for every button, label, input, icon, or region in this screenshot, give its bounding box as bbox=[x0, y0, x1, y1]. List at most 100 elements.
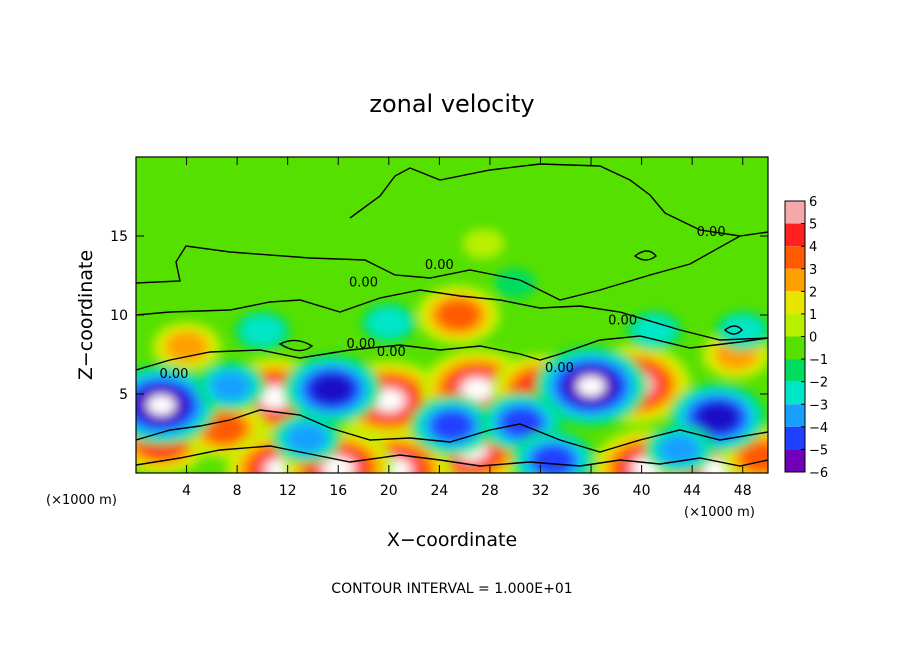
contour-loop-1 bbox=[278, 339, 314, 352]
maximum-cell bbox=[462, 228, 505, 259]
x-unit-right: (×1000 m) bbox=[684, 505, 755, 520]
contour-labels: 0.000.000.000.000.000.000.000.00 bbox=[159, 225, 725, 382]
contour-loop-2 bbox=[633, 250, 657, 261]
contour-band-a bbox=[136, 409, 768, 453]
x-tick-label: 12 bbox=[279, 483, 297, 499]
x-axis-label: X−coordinate bbox=[387, 529, 517, 551]
colorbar-label: 1 bbox=[809, 308, 817, 323]
contour-label: 0.00 bbox=[159, 367, 188, 382]
field-ring bbox=[494, 268, 537, 299]
colorbar-label: 0 bbox=[809, 331, 817, 346]
colorbar-label: 4 bbox=[809, 240, 817, 255]
chart-title: zonal velocity bbox=[369, 90, 534, 118]
minimum-cell bbox=[282, 354, 381, 425]
x-unit-left: (×1000 m) bbox=[46, 493, 117, 508]
colorbar-label: −4 bbox=[809, 421, 828, 436]
contour-lower bbox=[136, 335, 768, 371]
y-axis-label: Z−coordinate bbox=[75, 250, 97, 380]
x-tick-label: 48 bbox=[734, 483, 752, 499]
contour-label: 0.00 bbox=[545, 361, 574, 376]
field-ring bbox=[209, 371, 252, 402]
velocity-field bbox=[136, 157, 768, 473]
field-ring bbox=[437, 300, 480, 330]
field-core bbox=[374, 390, 403, 411]
x-tick-label: 32 bbox=[532, 483, 550, 499]
colorbar-label: −3 bbox=[809, 398, 828, 413]
contour-mid bbox=[136, 289, 768, 341]
colorbar-label: −6 bbox=[809, 466, 828, 481]
x-axis-ticks: 4 8 12 16 20 24 28 32 36 40 44 48 bbox=[182, 157, 752, 499]
minimum-cell bbox=[511, 430, 596, 473]
colorbar-swatch bbox=[785, 201, 805, 224]
minimum-cell bbox=[360, 302, 417, 343]
colorbar-label: −2 bbox=[809, 376, 828, 391]
field-core bbox=[463, 379, 492, 400]
field-ring bbox=[532, 445, 575, 473]
x-tick-label: 40 bbox=[633, 483, 651, 499]
colorbar: 6 5 4 3 2 1 0 −1 −2 −3 −4 −5 −6 bbox=[784, 195, 828, 481]
x-tick-label: 28 bbox=[481, 483, 499, 499]
colorbar-swatch bbox=[785, 404, 805, 427]
x-tick-label: 4 bbox=[182, 483, 191, 499]
contour-loop-3 bbox=[723, 325, 743, 335]
colorbar-swatch bbox=[785, 313, 805, 337]
colorbar-label: 2 bbox=[809, 285, 817, 300]
x-tick-label: 24 bbox=[430, 483, 448, 499]
maximum-cell bbox=[719, 427, 768, 473]
colorbar-swatch bbox=[785, 223, 805, 247]
field-ring bbox=[462, 228, 505, 259]
field-ring bbox=[740, 442, 768, 473]
contour-label: 0.00 bbox=[349, 276, 378, 291]
maximum-cell bbox=[151, 321, 222, 372]
y-tick-label: 5 bbox=[119, 387, 128, 403]
contour-label: 0.00 bbox=[608, 313, 637, 328]
colorbar-swatch bbox=[785, 381, 805, 405]
minimum-cell bbox=[626, 310, 683, 351]
colorbar-label: −1 bbox=[809, 353, 828, 368]
field-ring bbox=[285, 423, 328, 454]
contour-interval-note: CONTOUR INTERVAL = 1.000E+01 bbox=[331, 581, 572, 597]
contour-label: 0.00 bbox=[377, 345, 406, 360]
zero-contours bbox=[136, 163, 768, 467]
minimum-cell bbox=[234, 310, 291, 351]
colorbar-swatch bbox=[785, 291, 805, 314]
field-ring bbox=[633, 315, 676, 346]
contour-label: 0.00 bbox=[347, 337, 376, 352]
field-ring bbox=[658, 434, 701, 465]
colorbar-swatch bbox=[785, 449, 805, 472]
minimum-cell bbox=[714, 310, 768, 351]
colorbar-swatch bbox=[785, 246, 805, 269]
colorbar-swatch bbox=[785, 268, 805, 292]
field-ring bbox=[310, 374, 353, 405]
maximum-cell bbox=[416, 285, 501, 345]
x-tick-label: 36 bbox=[582, 483, 600, 499]
field-ring bbox=[241, 315, 284, 346]
x-tick-label: 8 bbox=[233, 483, 242, 499]
field-ring bbox=[431, 410, 473, 441]
x-tick-label: 44 bbox=[683, 483, 701, 499]
field-ring bbox=[500, 407, 543, 438]
y-axis-ticks: 5 10 15 bbox=[110, 229, 768, 403]
minimum-cell bbox=[479, 392, 564, 453]
minimum-cell bbox=[271, 413, 342, 464]
contour-label: 0.00 bbox=[425, 258, 454, 273]
colorbar-swatch bbox=[785, 426, 805, 450]
field-ring bbox=[696, 402, 739, 433]
y-tick-label: 15 bbox=[110, 229, 128, 245]
contour-band-b bbox=[136, 445, 768, 467]
minimum-cell bbox=[535, 346, 648, 427]
colorbar-swatch bbox=[785, 336, 805, 360]
contour-label: 0.00 bbox=[697, 225, 726, 240]
colorbar-label: −5 bbox=[809, 443, 828, 458]
field-core bbox=[577, 376, 606, 397]
field-ring bbox=[367, 307, 410, 338]
minimum-cell bbox=[494, 268, 537, 299]
colorbar-label: 6 bbox=[809, 195, 817, 210]
x-tick-label: 20 bbox=[380, 483, 398, 499]
x-tick-label: 16 bbox=[329, 483, 347, 499]
colorbar-swatch bbox=[785, 359, 805, 382]
minimum-cell bbox=[195, 361, 266, 412]
field-core bbox=[147, 395, 176, 416]
contour-upper bbox=[136, 231, 768, 301]
